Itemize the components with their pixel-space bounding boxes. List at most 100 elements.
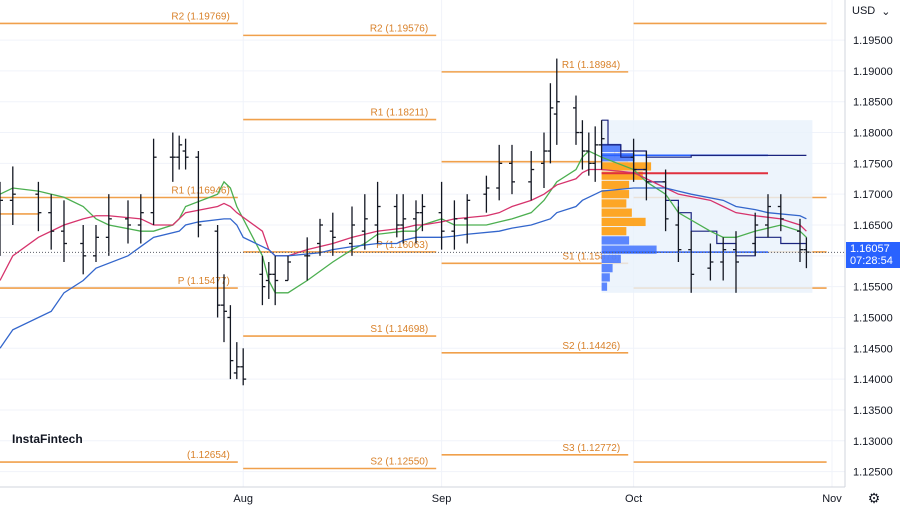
pivot-label: S1 (1.14698) [370, 324, 428, 335]
price-tick-label: 1.15500 [853, 282, 893, 294]
volume-profile-row [601, 199, 627, 208]
volume-profile-row [601, 236, 630, 245]
ohlc-bar [496, 144, 503, 201]
pivot-label: S2 (1.12550) [370, 457, 428, 468]
ohlc-bar [733, 231, 739, 293]
ohlc-bar [374, 181, 381, 244]
volume-profile-row [601, 273, 610, 282]
ohlc-bar [9, 166, 16, 226]
ohlc-bar [182, 138, 189, 170]
pivot-label: R1 (1.16946) [171, 186, 229, 197]
ohlc-bar [265, 261, 272, 299]
ohlc-bar [393, 194, 400, 238]
ohlc-bar [438, 181, 445, 250]
price-tick-label: 1.17000 [853, 189, 893, 201]
volume-profile-row [601, 254, 621, 264]
ohlc-bar [349, 206, 355, 256]
ohlc-bar [317, 218, 323, 256]
price-tick-label: 1.19500 [853, 35, 893, 47]
ohlc-bar [48, 194, 55, 250]
volume-profile-row [601, 171, 643, 180]
time-tick-label: Oct [625, 493, 642, 505]
price-tick-label: 1.17500 [853, 158, 893, 170]
ohlc-bar [419, 194, 426, 232]
price-tick-label: 1.18000 [853, 128, 893, 140]
ohlc-bar [285, 255, 291, 282]
volume-profile-row [601, 208, 632, 217]
price-tick-label: 1.18500 [853, 97, 893, 109]
ohlc-bar [221, 274, 227, 343]
ohlc-bar [413, 200, 419, 244]
ohlc-bar [720, 237, 727, 281]
price-tick-label: 1.14000 [853, 374, 893, 386]
ohlc-bar [598, 120, 605, 170]
price-tick-label: 1.13000 [853, 436, 893, 448]
pivot-label: R2 (1.19576) [370, 23, 428, 34]
currency-selector[interactable]: USD ⌄ [848, 2, 900, 20]
ohlc-bar [61, 200, 67, 262]
ohlc-bar [797, 218, 803, 262]
time-axis[interactable]: Aug Sep Oct Nov [0, 486, 845, 505]
price-tick-label: 1.13500 [853, 405, 893, 417]
currency-label: USD [852, 5, 876, 17]
pivot-label: S3 (1.12772) [562, 443, 620, 454]
last-price-value: 1.16057 [850, 243, 890, 255]
volume-profile-row [601, 180, 630, 190]
ohlc-bar [451, 200, 458, 250]
time-tick-label: Aug [233, 493, 253, 505]
volume-profile-row [601, 143, 621, 153]
ohlc-bar [541, 132, 547, 189]
pivot-label: R1 (1.18984) [562, 60, 620, 71]
pivot-label: R2 (1.19769) [171, 11, 229, 22]
time-tick-label: Nov [822, 493, 842, 505]
ohlc-bar [176, 135, 183, 170]
ohlc-bar [233, 342, 240, 380]
ohlc-bar [214, 225, 221, 318]
ohlc-bar [304, 237, 311, 281]
gear-icon[interactable]: ⚙ [867, 490, 881, 506]
ohlc-bar [643, 151, 650, 201]
ohlc-bar [80, 225, 87, 275]
ohlc-bar [329, 212, 336, 256]
last-price-tag: 1.16057 07:28:54 [846, 242, 900, 268]
volume-profile-row [601, 227, 627, 236]
pivot-label: S1 (1.15878) [562, 251, 620, 262]
price-tick-label: 1.15000 [853, 312, 893, 324]
ohlc-bar [579, 120, 586, 170]
ohlc-bar [553, 58, 560, 145]
ohlc-bar [662, 169, 669, 232]
ohlc-bar [752, 212, 759, 256]
ohlc-bar [240, 348, 247, 386]
volume-profile-row [601, 245, 657, 254]
pivot-label: R1 (1.18211) [371, 108, 429, 119]
ohlc-bar [195, 151, 202, 238]
ohlc-bar [105, 194, 112, 256]
ohlc-bar [777, 194, 784, 232]
ohlc-bar [630, 138, 637, 182]
ohlc-bar [125, 200, 131, 244]
ohlc-bar [259, 255, 266, 306]
volume-profile-row [601, 217, 646, 227]
ohlc-bar [707, 243, 714, 281]
ohlc-bar [483, 175, 490, 213]
ohlc-bar [400, 194, 407, 244]
ohlc-bar [169, 132, 176, 182]
ohlc-bar [35, 181, 42, 232]
ohlc-bar [227, 305, 234, 380]
price-tick-label: 1.14500 [853, 343, 893, 355]
ohlc-bar [0, 181, 3, 256]
moving-average-line [0, 187, 807, 349]
price-tick-label: 1.19000 [853, 66, 893, 78]
ohlc-bar [528, 151, 535, 201]
ohlc-bar [573, 95, 579, 145]
bar-countdown: 07:28:54 [850, 255, 893, 267]
pivot-label: P (1.16063) [376, 240, 428, 251]
ohlc-bar [592, 126, 599, 182]
ohlc-bar [585, 132, 592, 176]
ohlc-bar [137, 194, 144, 244]
ohlc-bar [150, 138, 157, 226]
ohlc-bar [547, 83, 554, 164]
pivot-label: (1.12654) [187, 450, 230, 461]
brand-watermark: InstaFintech [12, 432, 83, 446]
